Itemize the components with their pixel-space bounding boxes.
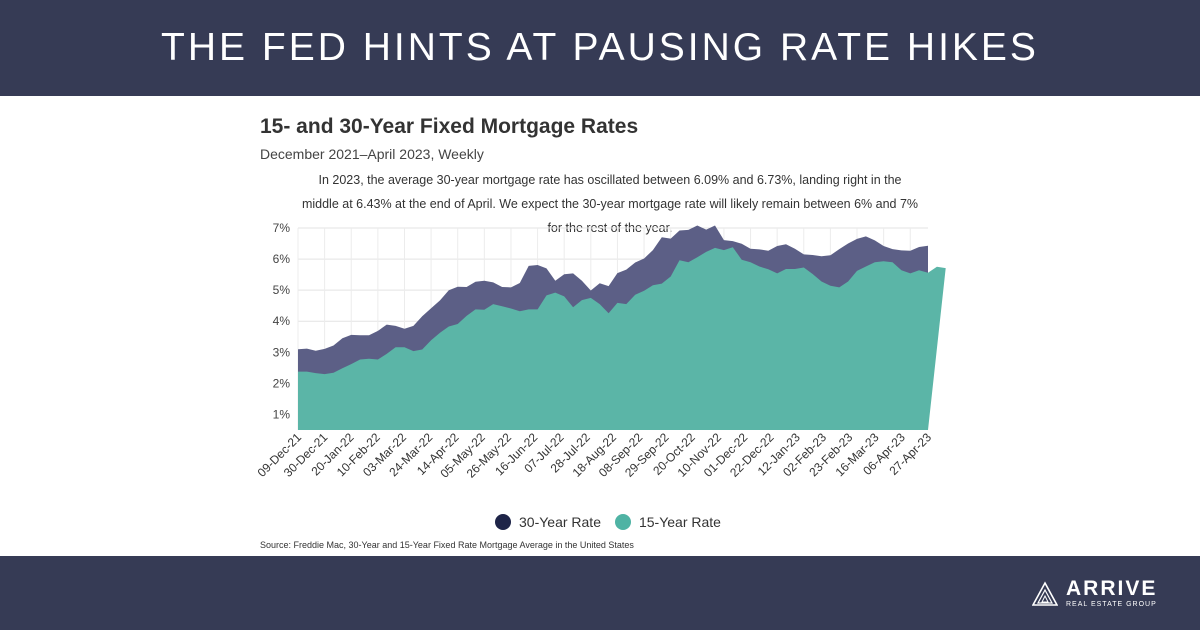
area-chart: 1% 2% 3% 4% 5% 6% 7% 09-Dec-2130-Dec-2120-Jan-… <box>255 221 946 481</box>
bottom-banner <box>0 556 1200 630</box>
y-tick-label: 4% <box>273 314 291 328</box>
legend-swatch-30-year <box>495 514 511 530</box>
x-axis: 09-Dec-2130-Dec-2120-Jan-2210-Feb-2203-M… <box>255 430 935 481</box>
legend-label-15-year: 15-Year Rate <box>638 514 721 530</box>
legend-swatch-15-year <box>614 514 631 530</box>
brand-logo: ARRIVE REAL ESTATE GROUP <box>1032 578 1157 609</box>
triangle-logo-icon <box>1032 580 1058 606</box>
chart-title: 15- and 30-Year Fixed Mortgage Rates <box>260 115 639 138</box>
banner-title: THE FED HINTS AT PAUSING RATE HIKES <box>161 26 1039 69</box>
chart-subtitle: December 2021–April 2023, Weekly <box>260 146 484 162</box>
chart-legend: 30-Year Rate 15-Year Rate <box>495 514 735 530</box>
legend-item-30-year: 30-Year Rate <box>495 514 601 530</box>
brand-tagline: REAL ESTATE GROUP <box>1066 601 1157 608</box>
chart-source: Source: Freddie Mac, 30-Year and 15-Year… <box>260 540 634 550</box>
y-tick-label: 5% <box>273 283 291 297</box>
top-banner: THE FED HINTS AT PAUSING RATE HIKES <box>0 0 1200 96</box>
legend-item-15-year: 15-Year Rate <box>614 514 721 530</box>
area-15-year-rate <box>298 247 946 430</box>
y-tick-label: 6% <box>273 252 291 266</box>
y-axis: 1% 2% 3% 4% 5% 6% 7% <box>273 221 291 421</box>
y-tick-label: 7% <box>273 221 291 235</box>
chart-areas <box>298 225 946 430</box>
y-tick-label: 2% <box>273 376 291 390</box>
brand-name: ARRIVE <box>1066 577 1158 600</box>
y-tick-label: 1% <box>273 407 291 421</box>
legend-label-30-year: 30-Year Rate <box>519 514 601 530</box>
y-tick-label: 3% <box>273 345 291 359</box>
